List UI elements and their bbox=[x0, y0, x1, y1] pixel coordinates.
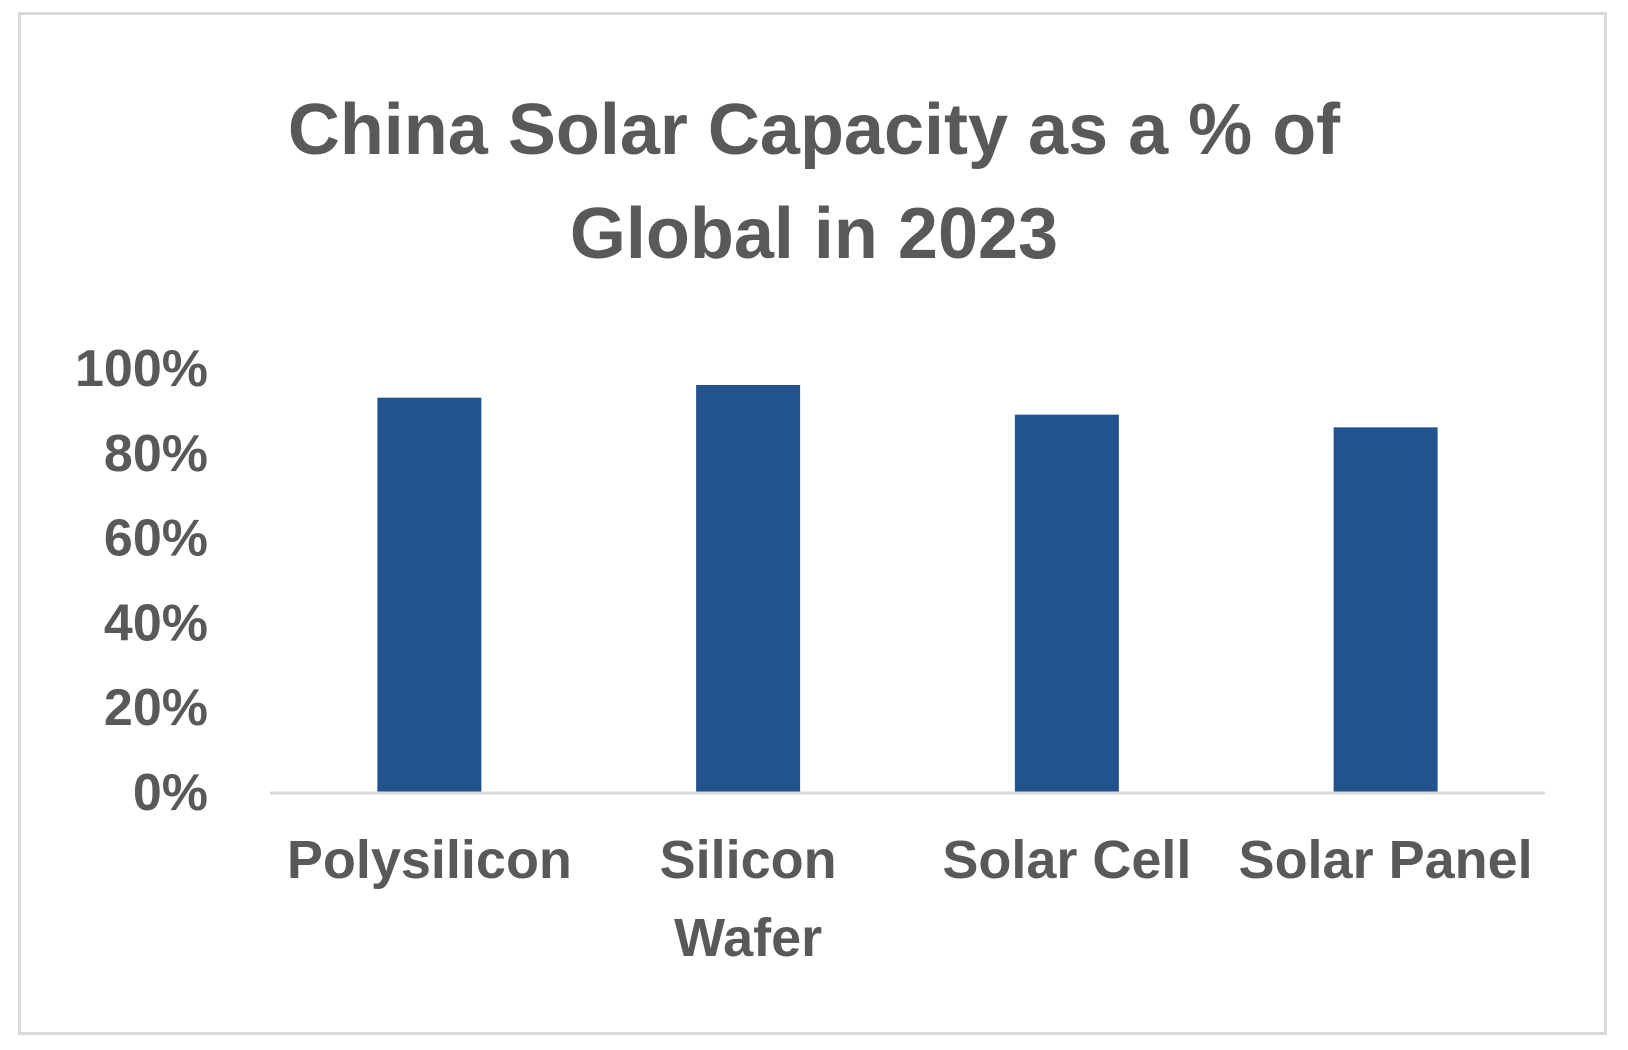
x-category-label: Solar Panel bbox=[1239, 830, 1533, 890]
chart-title-line-2: Global in 2023 bbox=[569, 194, 1059, 274]
y-tick-label: 0% bbox=[133, 764, 208, 822]
bar bbox=[1014, 414, 1119, 792]
chart-title-line-1: China Solar Capacity as a % of bbox=[287, 90, 1341, 170]
x-category-label: Solar Cell bbox=[942, 830, 1191, 890]
y-tick-label: 100% bbox=[75, 340, 208, 398]
y-tick-label: 20% bbox=[104, 679, 208, 737]
bar bbox=[696, 384, 801, 792]
x-category-label: Wafer bbox=[674, 908, 822, 968]
x-category-label: Polysilicon bbox=[287, 830, 572, 890]
y-tick-label: 60% bbox=[104, 510, 208, 568]
y-tick-label: 40% bbox=[104, 594, 208, 652]
bar bbox=[1333, 427, 1438, 792]
x-category-label: Silicon bbox=[660, 830, 837, 890]
y-tick-label: 80% bbox=[104, 425, 208, 483]
bar bbox=[377, 397, 482, 792]
chart-title: China Solar Capacity as a % of Global in… bbox=[0, 78, 1628, 286]
